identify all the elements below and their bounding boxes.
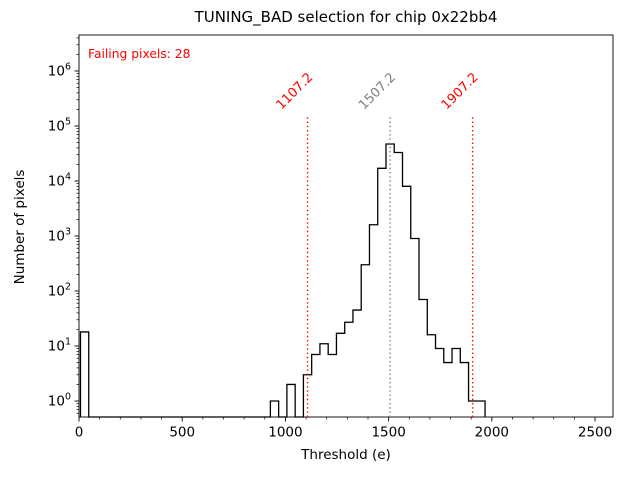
y-tick-label: 104 xyxy=(48,172,71,190)
y-tick-label: 103 xyxy=(48,227,71,245)
threshold-line-label: 1907.2 xyxy=(439,70,482,113)
x-tick-label: 500 xyxy=(169,425,195,441)
failing-pixels-annotation: Failing pixels: 28 xyxy=(88,47,191,61)
y-tick-label: 102 xyxy=(48,282,71,300)
x-tick-label: 1500 xyxy=(371,425,405,441)
x-tick-label: 0 xyxy=(75,425,84,441)
y-tick-label: 105 xyxy=(48,117,71,135)
chart-title: TUNING_BAD selection for chip 0x22bb4 xyxy=(194,8,498,26)
x-tick-label: 2500 xyxy=(578,425,612,441)
axes-frame xyxy=(78,34,614,418)
histogram-step-line xyxy=(79,143,486,418)
threshold-line-label: 1507.2 xyxy=(356,70,399,113)
y-tick-label: 100 xyxy=(48,392,71,410)
y-tick-label: 101 xyxy=(48,337,71,355)
threshold-line-label: 1107.2 xyxy=(274,70,317,113)
x-axis-label: Threshold (e) xyxy=(301,447,391,463)
x-tick-label: 1000 xyxy=(268,425,302,441)
y-tick-label: 106 xyxy=(48,62,71,80)
x-tick-label: 2000 xyxy=(475,425,509,441)
